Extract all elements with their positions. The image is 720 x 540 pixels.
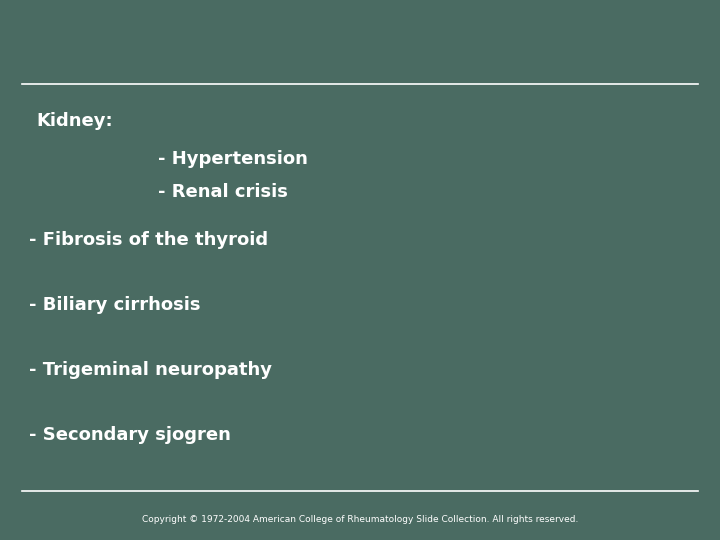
Text: - Secondary sjogren: - Secondary sjogren <box>29 426 230 444</box>
Text: - Hypertension: - Hypertension <box>158 150 308 168</box>
Text: - Fibrosis of the thyroid: - Fibrosis of the thyroid <box>29 231 268 249</box>
Text: - Renal crisis: - Renal crisis <box>158 183 288 201</box>
Text: - Trigeminal neuropathy: - Trigeminal neuropathy <box>29 361 272 379</box>
Text: - Biliary cirrhosis: - Biliary cirrhosis <box>29 296 200 314</box>
Text: Copyright © 1972-2004 American College of Rheumatology Slide Collection. All rig: Copyright © 1972-2004 American College o… <box>142 515 578 524</box>
Text: Kidney:: Kidney: <box>36 112 112 131</box>
